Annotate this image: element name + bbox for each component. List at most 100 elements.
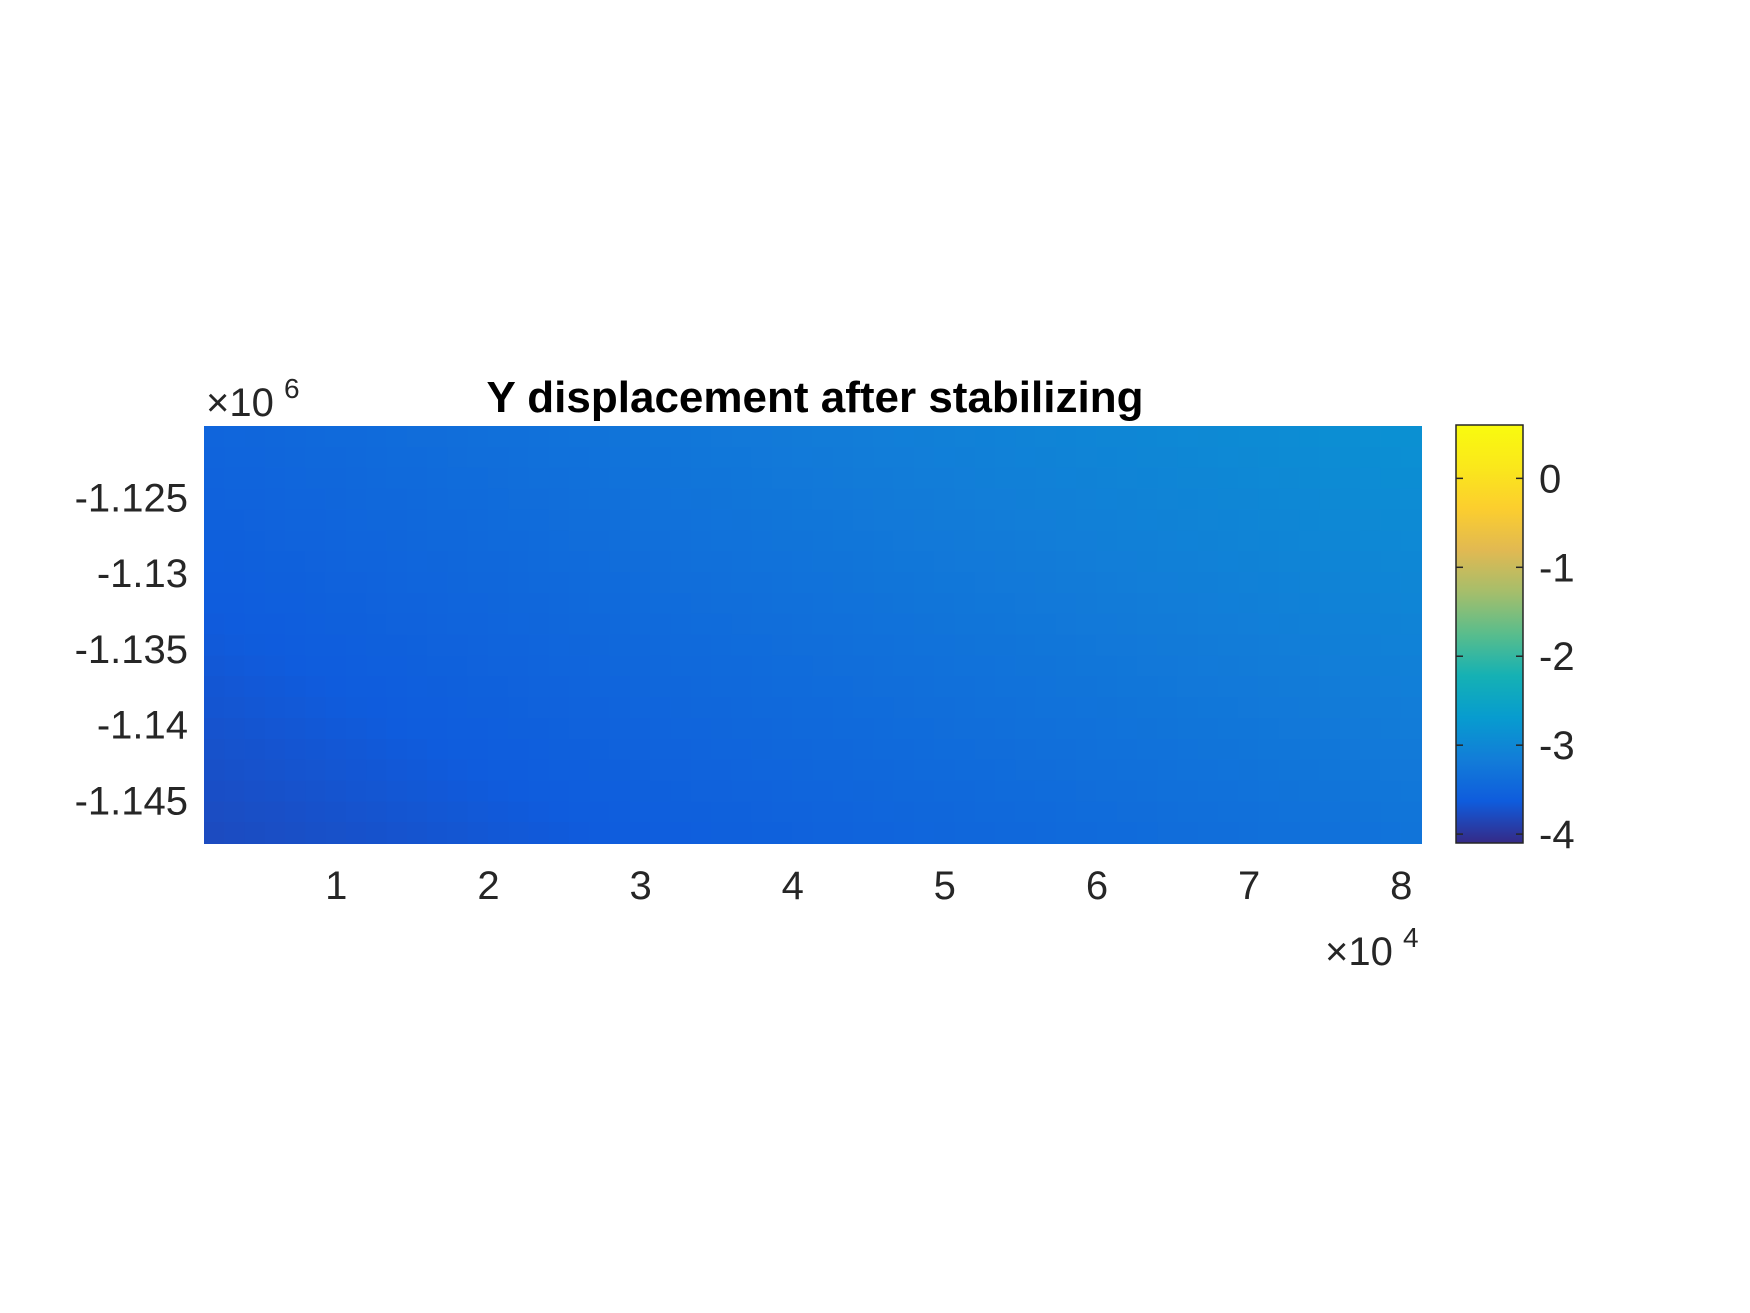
heatmap-cell [427, 697, 449, 719]
heatmap-cell [224, 801, 246, 823]
heatmap-cell [427, 822, 449, 844]
heatmap-cell [528, 426, 550, 448]
heatmap-cell [467, 571, 489, 594]
heatmap-cell [1055, 717, 1077, 740]
heatmap-cell [1218, 801, 1240, 823]
heatmap-cell [650, 571, 672, 594]
heatmap-cell [974, 592, 996, 615]
heatmap-cell [1197, 509, 1219, 532]
heatmap-cell [995, 697, 1017, 719]
heatmap-cell [1319, 822, 1341, 844]
heatmap-cell [1076, 676, 1098, 698]
heatmap-cell [1279, 488, 1301, 511]
heatmap-cell [447, 717, 469, 740]
heatmap-cell [1319, 759, 1341, 782]
heatmap-cell [934, 426, 956, 448]
heatmap-cell [974, 738, 996, 761]
heatmap-cell [589, 488, 611, 511]
heatmap-cell [1055, 738, 1077, 761]
heatmap-cell [1177, 676, 1199, 698]
heatmap-cell [487, 467, 510, 490]
heatmap-cell [1400, 530, 1422, 552]
heatmap-cell [954, 697, 976, 719]
heatmap-cell [467, 488, 489, 511]
heatmap-cell [487, 446, 510, 469]
heatmap-cell [325, 551, 347, 573]
heatmap-cell [325, 571, 347, 594]
heatmap-cell [812, 801, 834, 823]
heatmap-cell [528, 655, 550, 677]
heatmap-cell [427, 655, 449, 677]
heatmap-cell [508, 655, 530, 677]
heatmap-cell [1238, 488, 1260, 511]
x-tick-label: 4 [782, 864, 804, 908]
heatmap-cell [467, 822, 489, 844]
heatmap-cell [771, 551, 794, 573]
heatmap-cell [244, 446, 266, 469]
heatmap-cell [264, 717, 286, 740]
heatmap-cell [1279, 634, 1301, 657]
heatmap-cell [812, 717, 834, 740]
heatmap-cell [427, 488, 449, 511]
heatmap-cell [264, 634, 286, 657]
heatmap-cell [670, 717, 692, 740]
heatmap-cell [1076, 467, 1098, 490]
heatmap-cell [305, 446, 327, 469]
heatmap-cell [670, 801, 692, 823]
heatmap-cell [1258, 446, 1280, 469]
heatmap-cell [873, 426, 895, 448]
heatmap-cell [487, 759, 510, 782]
heatmap-cell [1258, 759, 1280, 782]
heatmap-cell [1218, 551, 1240, 573]
heatmap-cell [305, 571, 327, 594]
heatmap-cell [1197, 738, 1219, 761]
heatmap-cell [1238, 571, 1260, 594]
heatmap-cell [771, 446, 794, 469]
heatmap-cell [548, 551, 570, 573]
heatmap-cell [569, 592, 591, 615]
heatmap-cell [224, 676, 246, 698]
heatmap-cell [1137, 676, 1159, 698]
heatmap-cell [812, 426, 834, 448]
heatmap-cell [1015, 446, 1037, 469]
heatmap-cell [974, 822, 996, 844]
heatmap-cell [386, 655, 408, 677]
heatmap-cell [1096, 717, 1118, 740]
heatmap-cell [1055, 467, 1077, 490]
heatmap-cell [1299, 530, 1321, 552]
heatmap-cell [711, 530, 733, 552]
heatmap-cell [934, 488, 956, 511]
heatmap-cell [386, 822, 408, 844]
heatmap-cell [853, 467, 875, 490]
heatmap-cell [974, 509, 996, 532]
heatmap-cell [427, 717, 449, 740]
heatmap-cell [548, 571, 570, 594]
heatmap-cell [224, 592, 246, 615]
heatmap-cell [954, 634, 976, 657]
heatmap-cell [812, 467, 834, 490]
heatmap-cell [1096, 571, 1118, 594]
heatmap-cell [934, 467, 956, 490]
heatmap-cell [1076, 717, 1098, 740]
heatmap-cell [690, 717, 712, 740]
heatmap-cell [204, 738, 226, 761]
heatmap-cell [1339, 655, 1361, 677]
heatmap-cell [487, 634, 510, 657]
heatmap-cell [1299, 801, 1321, 823]
heatmap-cell [629, 738, 652, 761]
heatmap-cell [812, 571, 834, 594]
heatmap-cell [264, 592, 286, 615]
heatmap-cell [305, 613, 327, 636]
heatmap-cell [690, 634, 712, 657]
heatmap-cell [751, 426, 773, 448]
heatmap-cell [893, 446, 915, 469]
heatmap-cell [1055, 613, 1077, 636]
heatmap-cell [528, 759, 550, 782]
heatmap-cell [427, 759, 449, 782]
heatmap-cell [832, 717, 854, 740]
heatmap-cell [1157, 613, 1179, 636]
heatmap-cell [832, 509, 854, 532]
heatmap-cell [508, 822, 530, 844]
heatmap-cell [974, 801, 996, 823]
heatmap-cell [934, 717, 956, 740]
